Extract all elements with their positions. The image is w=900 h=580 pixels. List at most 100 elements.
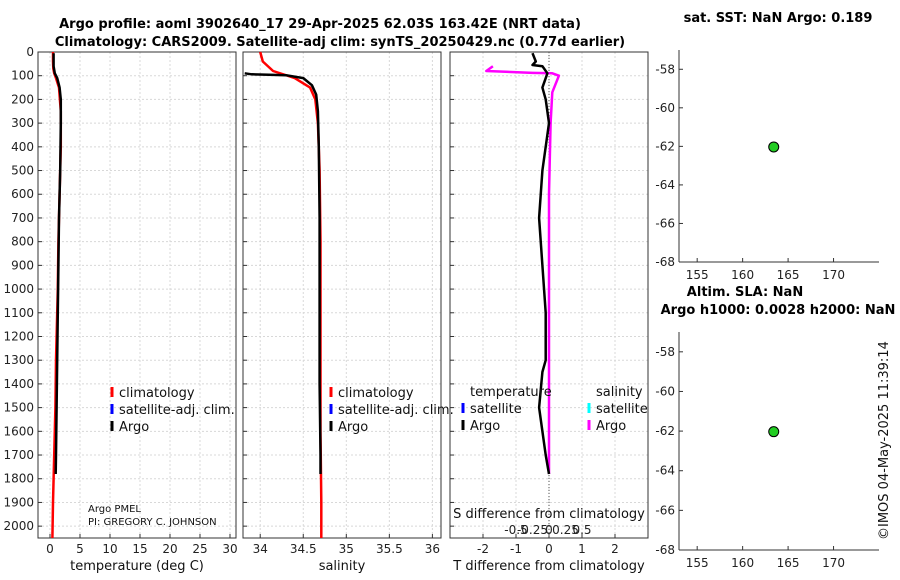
argo-line <box>244 72 322 474</box>
x-tick-label-top: -0.5 <box>504 523 527 537</box>
legend-label: climatology <box>338 386 414 401</box>
x-tick-label: 35 <box>339 542 354 556</box>
salinity-panel: 34 34.5 35 35.5 36 salinity climatology satelli… <box>242 51 454 574</box>
y-tick-label: 200 <box>11 92 34 106</box>
y-tick-label: 1200 <box>3 329 34 343</box>
x-tick-label: 15 <box>132 542 147 556</box>
x-tick-label: 20 <box>162 542 177 556</box>
y-tick-label: 1900 <box>3 495 34 509</box>
x-tick-label: 170 <box>822 268 845 282</box>
legend-label: climatology <box>119 386 195 401</box>
x-tick-label: 165 <box>777 556 800 570</box>
difference-panel: -2 -1 0 1 2 T difference from climatology S di… <box>449 51 649 574</box>
y-tick-label: -60 <box>655 384 675 398</box>
legend-label: satellite-adj. clim. <box>119 403 235 418</box>
legend-label: Argo <box>470 419 500 434</box>
legend-label: Argo <box>119 420 149 435</box>
x-tick-label: 25 <box>192 542 207 556</box>
x-tick-label: -1 <box>510 542 522 556</box>
x-tick-label-top: -0.25 <box>517 523 548 537</box>
y-tick-label: -58 <box>655 62 675 76</box>
x-tick-label: 34.5 <box>290 542 317 556</box>
legend-label: Argo <box>596 419 626 434</box>
climatology-line <box>258 51 323 538</box>
x-tick-label: 155 <box>686 268 709 282</box>
x-tick-label: 30 <box>222 542 237 556</box>
annotation-institution: Argo PMEL <box>88 504 141 515</box>
float-position-marker <box>768 426 780 438</box>
sla-map-panel: -58 -60 -62 -64 -66 -68 155 160 165 170 Altim. SLA… <box>655 285 895 570</box>
y-tick-label: -66 <box>655 216 675 230</box>
y-tick-label: -68 <box>655 543 675 557</box>
x-axis-label: T difference from climatology <box>452 559 645 574</box>
legend-heading: temperature <box>470 385 552 400</box>
y-tick-label: 600 <box>11 187 34 201</box>
legend-label: satellite <box>470 402 522 417</box>
x-axis-label-top: S difference from climatology <box>453 507 645 522</box>
y-tick-label: 0 <box>26 45 34 59</box>
y-tick-label: 500 <box>11 164 34 178</box>
axes-frame <box>37 51 237 539</box>
x-axis-label: salinity <box>319 559 366 574</box>
sst-map-panel: -58 -60 -62 -64 -66 -68 155 160 165 170 sat. SST: … <box>655 11 879 282</box>
x-tick-label-top: 0 <box>545 523 553 537</box>
salinity-difference-line <box>485 65 561 474</box>
temperature-panel: 0 100 200 300 400 500 600 700 800 900 1000 1100 1200… <box>3 45 237 574</box>
x-tick-label-top: 0.5 <box>572 523 591 537</box>
y-tick-label: 1500 <box>3 401 34 415</box>
y-tick-label: -64 <box>655 178 675 192</box>
axes-frame <box>242 51 442 539</box>
x-tick-label: 170 <box>822 556 845 570</box>
y-tick-label: 1600 <box>3 424 34 438</box>
y-tick-label: 2000 <box>3 519 34 533</box>
y-tick-label: -68 <box>655 255 675 269</box>
y-tick-label: 1400 <box>3 377 34 391</box>
x-tick-label: -2 <box>477 542 489 556</box>
y-tick-label: 700 <box>11 211 34 225</box>
title-line1: Argo profile: aoml 3902640_17 29-Apr-202… <box>59 17 581 32</box>
map-subtitle: Argo h1000: 0.0028 h2000: NaN <box>661 303 896 318</box>
x-tick-label: 5 <box>76 542 84 556</box>
map-title: sat. SST: NaN Argo: 0.189 <box>684 11 873 26</box>
legend-heading: salinity <box>596 385 643 400</box>
y-tick-label: -62 <box>655 139 675 153</box>
float-position-marker <box>768 141 780 153</box>
temperature-difference-line <box>531 52 551 475</box>
x-tick-label: 160 <box>731 268 754 282</box>
x-axis-label: temperature (deg C) <box>70 559 204 574</box>
y-tick-label: 1300 <box>3 353 34 367</box>
y-tick-label: -62 <box>655 424 675 438</box>
x-tick-label: 1 <box>578 542 586 556</box>
y-tick-label: 1800 <box>3 472 34 486</box>
x-tick-label-top: 0.25 <box>552 523 579 537</box>
legend-label: Argo <box>338 420 368 435</box>
y-tick-label: 100 <box>11 69 34 83</box>
x-tick-label: 160 <box>731 556 754 570</box>
x-tick-label: 0 <box>545 542 553 556</box>
x-tick-label: 34 <box>253 542 268 556</box>
y-tick-label: -66 <box>655 503 675 517</box>
y-tick-label: 1000 <box>3 282 34 296</box>
y-tick-label: 1700 <box>3 448 34 462</box>
x-tick-label: 10 <box>102 542 117 556</box>
y-tick-label: 800 <box>11 235 34 249</box>
argo-line <box>52 53 63 475</box>
y-tick-label: -60 <box>655 101 675 115</box>
x-tick-label: 155 <box>686 556 709 570</box>
x-tick-label: 2 <box>611 542 619 556</box>
credit-text: ©IMOS 04-May-2025 11:39:14 <box>877 341 892 540</box>
map-title: Altim. SLA: NaN <box>687 285 803 300</box>
title-line2: Climatology: CARS2009. Satellite-adj cli… <box>55 35 625 50</box>
y-tick-label: 300 <box>11 116 34 130</box>
y-tick-label: 900 <box>11 258 34 272</box>
x-tick-label: 165 <box>777 268 800 282</box>
y-tick-label: -58 <box>655 345 675 359</box>
legend-label: satellite <box>596 402 648 417</box>
legend-label: satellite-adj. clim. <box>338 403 454 418</box>
annotation-pi: PI: GREGORY C. JOHNSON <box>88 517 217 528</box>
x-tick-label: 35.5 <box>376 542 403 556</box>
x-tick-label: 36 <box>425 542 440 556</box>
y-tick-label: 400 <box>11 140 34 154</box>
y-tick-label: 1100 <box>3 306 34 320</box>
